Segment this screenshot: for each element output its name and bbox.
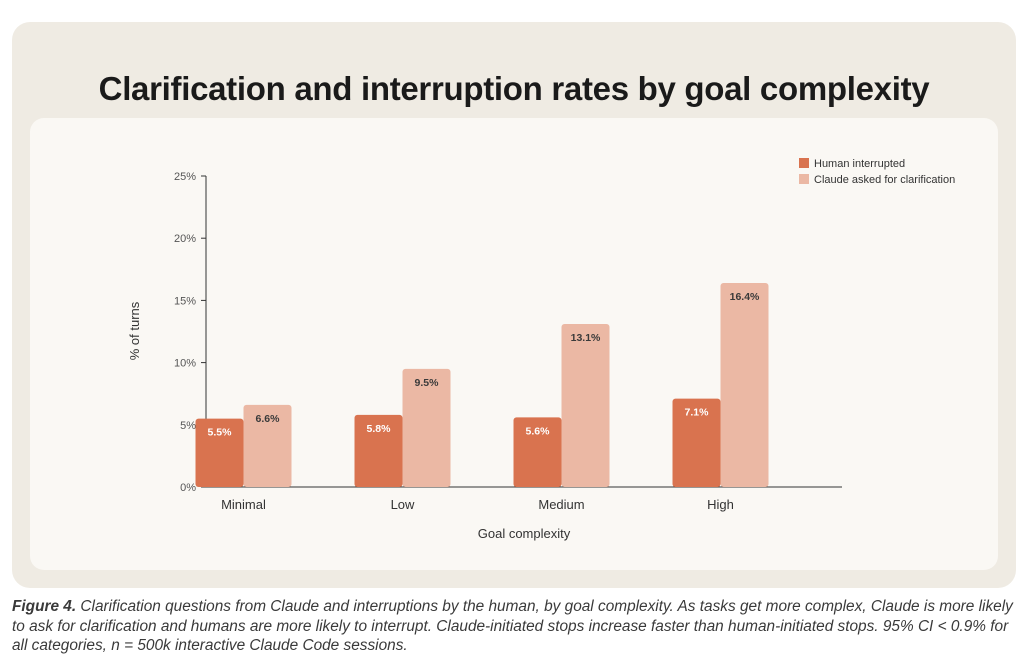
bar-human — [672, 398, 721, 487]
x-tick-label: Minimal — [221, 497, 266, 512]
y-tick-label: 25% — [174, 171, 196, 183]
legend-swatch — [799, 158, 809, 168]
bar-human — [354, 414, 403, 487]
bar-claude — [243, 404, 292, 487]
bar-claude — [720, 282, 769, 487]
y-tick-label: 20% — [174, 233, 196, 245]
data-label: 9.5% — [415, 377, 440, 389]
legend-label: Claude asked for clarification — [814, 174, 955, 186]
chart-title: Clarification and interruption rates by … — [98, 70, 930, 107]
y-tick-label: 5% — [180, 420, 196, 432]
bar-claude — [402, 368, 451, 487]
data-label: 7.1% — [685, 407, 710, 419]
bar-claude — [561, 324, 610, 487]
y-axis-label: % of turns — [127, 301, 142, 360]
data-label: 5.6% — [526, 425, 551, 437]
x-tick-label: Medium — [538, 497, 584, 512]
bar-human — [513, 417, 562, 487]
data-label: 16.4% — [730, 291, 760, 303]
bar-human — [195, 418, 244, 487]
figure-caption: Figure 4. Clarification questions from C… — [12, 597, 1018, 656]
y-tick-label: 0% — [180, 482, 196, 494]
x-axis-label: Goal complexity — [478, 526, 571, 541]
x-tick-label: High — [707, 497, 734, 512]
bar-chart: 0% 5% 10% 15% 20% 25% % of turns 5.5% 6.6% Minima… — [127, 158, 955, 541]
caption-label: Figure 4. — [12, 598, 77, 615]
legend-label: Human interrupted — [814, 158, 905, 170]
data-label: 13.1% — [571, 332, 601, 344]
data-label: 6.6% — [256, 413, 281, 425]
legend-swatch — [799, 174, 809, 184]
y-tick-label: 15% — [174, 295, 196, 307]
y-tick-label: 10% — [174, 358, 196, 370]
x-tick-label: Low — [391, 497, 415, 512]
chart-panel — [30, 118, 998, 570]
data-label: 5.5% — [208, 427, 233, 439]
figure-container: Clarification and interruption rates by … — [12, 22, 1016, 588]
data-label: 5.8% — [367, 423, 392, 435]
caption-text: Clarification questions from Claude and … — [12, 598, 1013, 654]
